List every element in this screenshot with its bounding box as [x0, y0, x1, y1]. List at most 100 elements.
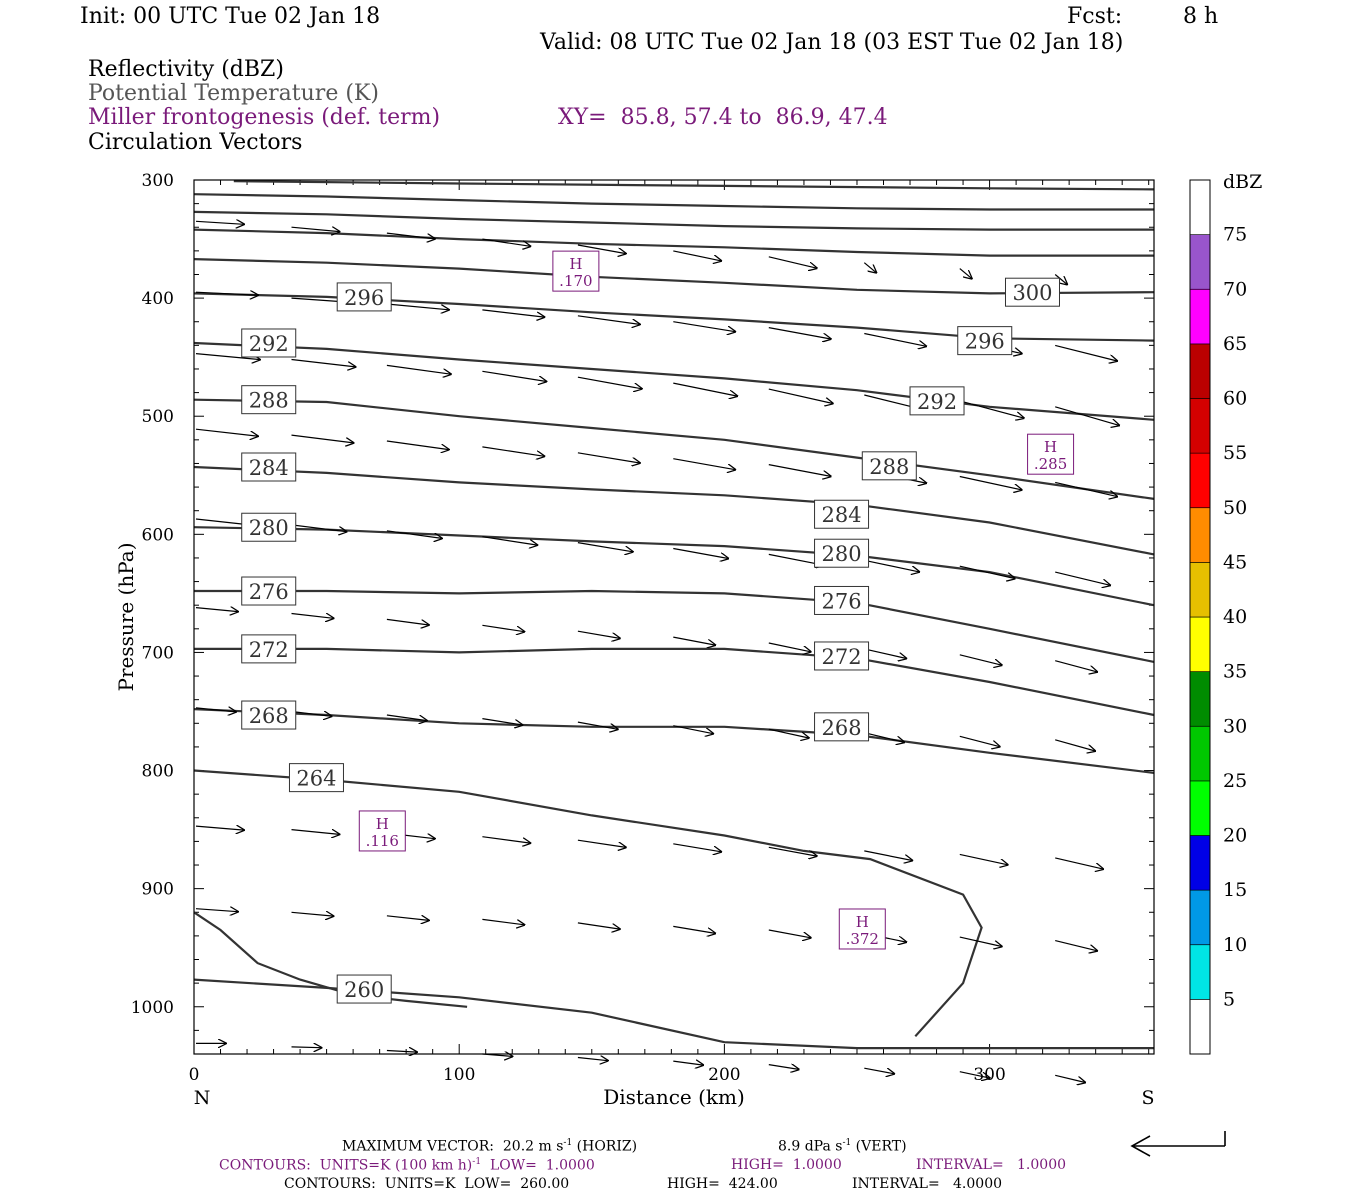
circulation-vector: [673, 458, 735, 470]
y-tick-label: 600: [142, 525, 174, 545]
colorbar-level: 35: [1223, 661, 1247, 683]
circulation-vector: [291, 612, 334, 619]
frontogenesis-contour-interval: INTERVAL= 1.0000: [916, 1157, 1067, 1173]
reference-vector-arrow: [1130, 1131, 1226, 1157]
valid-time: Valid: 08 UTC Tue 02 Jan 18 (03 EST Tue …: [540, 30, 1124, 55]
circulation-vector: [673, 382, 737, 396]
circulation-vector: [195, 909, 238, 912]
circulation-vector: [577, 922, 620, 929]
colorbar-bin: [1189, 944, 1211, 1000]
colorbar-bin: [1189, 725, 1211, 782]
circulation-vector: [959, 400, 1024, 418]
theta-contour-line: [193, 398, 1155, 500]
circulation-vector: [386, 232, 435, 239]
colorbar-title: dBZ: [1223, 171, 1262, 193]
colorbar-bin: [1189, 616, 1211, 672]
contour-label: 272: [249, 638, 289, 662]
colorbar-bin: [1189, 507, 1211, 563]
circulation-vector: [291, 829, 340, 835]
frontogenesis-contour-info: CONTOURS: UNITS=K (100 km h)-1 LOW= 1.00…: [219, 1157, 595, 1174]
contour-label: 280: [249, 516, 289, 540]
colorbar-level: 20: [1223, 825, 1247, 847]
contour-label-box: [336, 974, 392, 1004]
circulation-vector: [768, 728, 809, 738]
fronto-max-box: [1027, 433, 1075, 475]
circulation-vector: [577, 315, 640, 325]
circulation-vector: [959, 565, 1015, 578]
colorbar-bin: [1189, 780, 1211, 836]
circulation-vector: [959, 268, 972, 279]
theta-contour-line: [193, 228, 1154, 257]
contour-label: 280: [822, 542, 862, 566]
contour-label-box: [241, 634, 297, 664]
circulation-vector: [386, 714, 427, 721]
circulation-vector: [291, 434, 354, 443]
circulation-vector: [1055, 406, 1119, 426]
colorbar-level: 5: [1223, 988, 1235, 1010]
forecast-label: Fcst:: [1067, 4, 1123, 29]
circulation-vector: [768, 256, 817, 268]
circulation-vector: [482, 624, 524, 631]
circulation-vector: [291, 912, 334, 916]
contour-label-box: [241, 452, 297, 482]
circulation-vector: [673, 547, 728, 559]
colorbar-level: 70: [1223, 278, 1247, 300]
y-tick-label: 500: [142, 407, 174, 427]
fronto-max-label: H: [856, 913, 869, 931]
contour-label-box: [909, 386, 965, 416]
circulation-vector: [863, 262, 876, 273]
circulation-vector: [195, 428, 258, 436]
contour-label-box: [241, 576, 297, 606]
circulation-vector: [1055, 344, 1117, 361]
colorbar-level: 45: [1223, 551, 1247, 573]
contour-label: 288: [869, 455, 909, 479]
contour-label: 284: [822, 503, 862, 527]
circulation-vector: [195, 353, 260, 360]
circulation-vector: [864, 559, 919, 572]
cross-section-endpoints: XY= 85.8, 57.4 to 86.9, 47.4: [558, 105, 888, 130]
circulation-vector: [577, 1058, 608, 1061]
colorbar-bin: [1189, 234, 1211, 290]
circulation-vector: [482, 309, 544, 317]
circulation-vector: [291, 712, 332, 717]
circulation-vector: [768, 388, 833, 403]
contour-label-box: [814, 585, 870, 615]
circulation-vector: [1055, 660, 1097, 672]
circulation-vectors: [195, 221, 1119, 1082]
init-time: Init: 00 UTC Tue 02 Jan 18: [80, 4, 381, 29]
theta-contour-line: [193, 526, 1155, 607]
fronto-max-label: H: [1044, 438, 1057, 456]
x-tick-label: 300: [973, 1065, 1005, 1085]
frontogenesis-contour-high: HIGH= 1.0000: [731, 1157, 842, 1173]
y-tick-label: 1000: [131, 998, 174, 1018]
colorbar-bin: [1189, 562, 1211, 618]
fronto-max-box: [838, 908, 886, 950]
circulation-vector: [768, 929, 811, 938]
colorbar-level: 60: [1223, 388, 1247, 410]
theta-contour-line: [193, 193, 1154, 211]
circulation-vector: [864, 648, 906, 659]
contour-label: 292: [249, 332, 289, 356]
colorbar-frame: [1189, 179, 1211, 1055]
fronto-max-label: H: [569, 255, 582, 273]
circulation-vector: [291, 1047, 322, 1048]
fronto-max-value: .116: [366, 832, 399, 850]
circulation-vector: [1055, 481, 1117, 496]
max-vertical-vector: 8.9 dPa s-1 (VERT): [778, 1138, 907, 1155]
circulation-vector: [577, 630, 620, 638]
circulation-vector: [291, 524, 347, 532]
contour-label-box: [861, 451, 917, 481]
contour-label-box: [814, 712, 870, 742]
field-circulation-vectors: Circulation Vectors: [88, 130, 303, 155]
south-end-label: S: [1141, 1087, 1154, 1109]
north-end-label: N: [194, 1087, 211, 1109]
circulation-vector: [386, 303, 449, 310]
colorbar-level: 75: [1223, 224, 1247, 246]
circulation-vector: [482, 536, 537, 545]
theta-contour-line: [193, 258, 1155, 295]
contour-label: 272: [822, 645, 862, 669]
theta-contour-line: [194, 647, 1155, 717]
contour-label: 296: [344, 286, 384, 310]
contour-label-box: [814, 499, 870, 529]
